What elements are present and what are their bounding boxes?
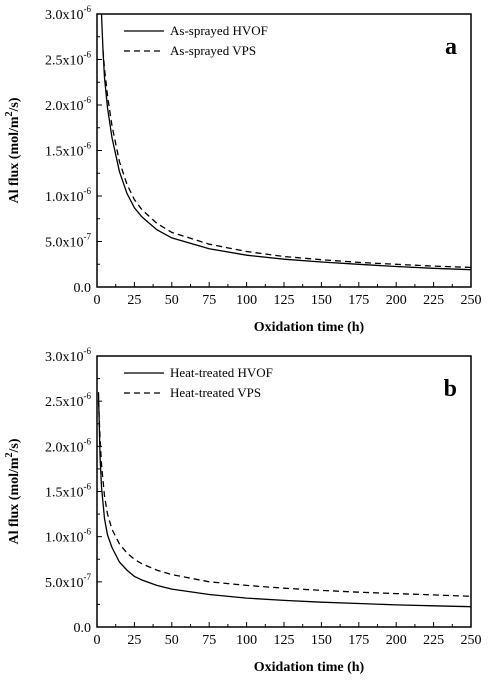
x-axis-title: Oxidation time (h) xyxy=(254,660,365,675)
x-tick-label: 25 xyxy=(127,293,141,308)
x-tick-label: 50 xyxy=(165,293,179,308)
legend-label-1: Heat-treated HVOF xyxy=(170,365,273,380)
x-tick-label: 175 xyxy=(348,293,369,308)
y-tick-label: 2.0x10-6 xyxy=(45,95,91,114)
y-tick-label: 1.5x10-6 xyxy=(45,482,91,501)
panel-label: a xyxy=(445,34,457,60)
x-tick-label: 100 xyxy=(236,293,257,308)
x-tick-label: 100 xyxy=(236,633,257,648)
x-axis-title: Oxidation time (h) xyxy=(254,320,365,335)
y-tick-label: 0.0 xyxy=(74,281,92,296)
x-tick-label: 200 xyxy=(386,293,407,308)
x-tick-label: 0 xyxy=(94,633,101,648)
x-tick-label: 150 xyxy=(311,293,332,308)
x-tick-label: 225 xyxy=(423,633,444,648)
chart-panel-a: 0 25 50 75 100 125 150 175 200 225 250 0.0 5.0x10-7 1… xyxy=(4,4,482,335)
x-tick-label: 125 xyxy=(274,293,295,308)
x-tick-label: 25 xyxy=(127,633,141,648)
plot-frame xyxy=(96,355,472,628)
y-tick-label: 1.0x10-6 xyxy=(45,186,91,205)
y-tick-label: 1.0x10-6 xyxy=(45,527,91,546)
series-line-2 xyxy=(97,401,471,597)
x-tick-label: 75 xyxy=(202,293,216,308)
y-tick-label: 1.5x10-6 xyxy=(45,141,91,160)
x-tick-label: 200 xyxy=(386,633,407,648)
y-tick-label: 2.5x10-6 xyxy=(45,391,91,410)
y-tick-label: 3.0x10-6 xyxy=(45,4,91,23)
y-tick-label: 5.0x10-7 xyxy=(45,232,91,251)
y-axis-title: Al flux (mol/m2/s) xyxy=(4,97,22,203)
x-tick-label: 125 xyxy=(274,633,295,648)
x-tick-label: 225 xyxy=(423,293,444,308)
x-tick-label: 75 xyxy=(202,633,216,648)
legend-label-1: As-sprayed HVOF xyxy=(170,23,268,38)
x-tick-label: 50 xyxy=(165,633,179,648)
y-tick-label: 0.0 xyxy=(74,621,92,636)
plot-frame xyxy=(96,13,472,288)
x-tick-label: 250 xyxy=(461,633,482,648)
x-tick-label: 250 xyxy=(461,293,482,308)
y-tick-label: 2.0x10-6 xyxy=(45,436,91,455)
y-tick-label: 2.5x10-6 xyxy=(45,50,91,69)
y-tick-label: 3.0x10-6 xyxy=(45,346,91,365)
y-axis-title: Al flux (mol/m2/s) xyxy=(4,438,22,544)
legend-label-2: Heat-treated VPS xyxy=(170,385,261,400)
series-line-2 xyxy=(102,50,471,269)
panel-label: b xyxy=(444,376,457,402)
chart-panel-b: 0 25 50 75 100 125 150 175 200 225 250 0.0 5.0x10-7 1… xyxy=(4,346,482,675)
series-line-1 xyxy=(100,14,471,271)
x-tick-label: 150 xyxy=(311,633,332,648)
series-line-1 xyxy=(97,392,471,608)
x-tick-label: 0 xyxy=(94,293,101,308)
y-tick-label: 5.0x10-7 xyxy=(45,572,91,591)
legend-label-2: As-sprayed VPS xyxy=(170,43,256,58)
x-tick-label: 175 xyxy=(348,633,369,648)
